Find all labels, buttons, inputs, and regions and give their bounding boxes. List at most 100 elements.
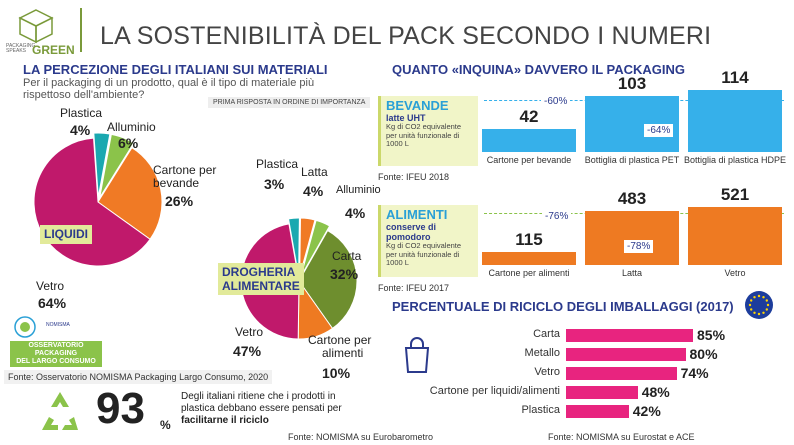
- drog-pct-cartone: 10%: [322, 365, 351, 381]
- drog-pct-vetro: 47%: [233, 343, 262, 359]
- perception-source: Fonte: Osservatorio NOMISMA Packaging La…: [4, 370, 273, 384]
- bevande-label-1: Bottiglia di plastica PET: [584, 155, 680, 165]
- recycling-label-3: Cartone per liquidi/alimenti: [429, 385, 560, 397]
- perception-question-2: rispettoso dell'ambiente?: [23, 89, 145, 101]
- stat-source: Fonte: NOMISMA su Eurobarometro: [284, 430, 438, 444]
- obs-line1: OSSERVATORIO: [28, 342, 84, 349]
- logo-green: GREEN: [32, 43, 75, 57]
- liq-label-alluminio: Alluminio: [107, 120, 156, 134]
- bevande-unit-2: per unità funzionale di: [386, 130, 460, 140]
- bevande-label-2: Bottiglia di plastica HDPE: [683, 155, 787, 165]
- liq-label-vetro: Vetro: [36, 279, 65, 293]
- alimenti-bar-1: [585, 211, 679, 265]
- liq-label-cartone-1: Cartone per: [153, 163, 217, 177]
- recycling-label-1: Metallo: [524, 347, 560, 359]
- drog-pct-latta: 4%: [303, 183, 324, 199]
- alimenti-bar-0: [482, 252, 576, 265]
- recycling-bar-4: [566, 405, 629, 418]
- bevande-box: BEVANDE latte UHT Kg di CO2 equivalente …: [378, 96, 478, 166]
- bevande-label-0: Cartone per bevande: [486, 155, 572, 165]
- bevande-unit-1: Kg di CO2 equivalente: [386, 122, 462, 131]
- alimenti-label-2: Vetro: [724, 268, 746, 278]
- recycling-value-4: 42%: [632, 403, 661, 419]
- bevande-delta-2: -64%: [644, 124, 674, 137]
- liq-pct-alluminio: 6%: [118, 135, 139, 151]
- obs-line2: PACKAGING: [34, 350, 78, 357]
- alimenti-label-1: Latta: [621, 268, 643, 278]
- liquidi-slice-alluminio: [99, 133, 135, 198]
- drogheria-slice-alluminio: [300, 219, 331, 277]
- stat-line-2: plastica debbano essere pensati per: [181, 403, 342, 414]
- drogheria-slice-latta: [299, 217, 316, 277]
- liq-label-cartone-2: bevande: [153, 176, 200, 190]
- drog-pie-name: DROGHERIA ALIMENTARE: [218, 263, 304, 295]
- recycling-source: Fonte: NOMISMA su Eurostat e ACE: [544, 430, 699, 444]
- page-title: LA SOSTENIBILITÀ DEL PACK SECONDO I NUME…: [100, 22, 712, 50]
- alimenti-source: Fonte: IFEU 2017: [378, 283, 450, 293]
- recycling-bar-3: [566, 386, 638, 399]
- logo-text-1: PACKAGING: [6, 43, 36, 49]
- recycling-bar-0: [566, 329, 693, 342]
- bevande-title: BEVANDE: [386, 98, 449, 113]
- alimenti-delta-1: -76%: [542, 210, 572, 223]
- recycle-icon: [42, 392, 78, 430]
- drog-pct-alluminio: 4%: [345, 205, 366, 221]
- perception-question-1: Per il packaging di un prodotto, qual è …: [23, 77, 315, 89]
- logo: PACKAGING SPEAKS GREEN: [6, 8, 75, 57]
- recycling-label-0: Carta: [533, 328, 560, 340]
- liq-label-plastica: Plastica: [60, 106, 103, 120]
- header-divider: [80, 8, 82, 52]
- impact-title: QUANTO «INQUINA» DAVVERO IL PACKAGING: [392, 62, 686, 77]
- bevande-bar-1: [585, 95, 679, 152]
- recycling-label-4: Plastica: [521, 404, 560, 416]
- bevande-unit-3: 1000 L: [386, 139, 409, 148]
- pie-liquidi: [33, 132, 163, 267]
- recycling-value-3: 48%: [641, 384, 670, 400]
- drog-name-2: ALIMENTARE: [222, 279, 300, 293]
- recycling-value-1: 80%: [689, 346, 718, 362]
- alimenti-value-1: 483: [617, 189, 647, 209]
- perception-title: LA PERCEZIONE DEGLI ITALIANI SUI MATERIA…: [23, 62, 328, 77]
- alimenti-label-0: Cartone per alimenti: [488, 268, 570, 278]
- observatory-logo: NOMISMA OSSERVATORIO PACKAGING DEL LARGO…: [6, 316, 106, 368]
- leaf-cube-icon: [18, 9, 54, 44]
- drog-label-plastica: Plastica: [256, 157, 299, 171]
- alimenti-title: ALIMENTI: [386, 207, 448, 222]
- bevande-bar-0: [482, 129, 576, 152]
- liquidi-slice-cartone-per-bevande: [97, 147, 163, 240]
- stat-line-1: Degli italiani ritiene che i prodotti in: [181, 391, 336, 402]
- stat-line-3: facilitarne il riciclo: [181, 415, 269, 426]
- liq-pct-vetro: 64%: [38, 295, 67, 311]
- alimenti-delta-2: -78%: [624, 240, 654, 253]
- drog-label-cartone-2: alimenti: [322, 346, 364, 360]
- liq-pie-name: LIQUIDI: [40, 225, 92, 244]
- recycle-badge-icon: [14, 316, 36, 338]
- bevande-value-2: 114: [721, 68, 749, 87]
- stat-unit: %: [160, 418, 171, 432]
- drogheria-slice-plastica: [287, 217, 300, 277]
- liq-pct-cartone: 26%: [165, 193, 194, 209]
- alimenti-box: ALIMENTI conserve di pomodoro Kg di CO2 …: [378, 205, 478, 277]
- bevande-source: Fonte: IFEU 2018: [378, 172, 450, 182]
- drog-label-alluminio: Alluminio: [336, 184, 381, 196]
- drog-name-1: DROGHERIA: [222, 265, 296, 279]
- obs-small: NOMISMA: [46, 322, 70, 328]
- bevande-delta-1: -60%: [541, 95, 571, 108]
- drog-label-vetro: Vetro: [235, 325, 264, 339]
- liq-pct-plastica: 4%: [70, 122, 91, 138]
- alimenti-sub-1: conserve di: [386, 222, 437, 232]
- alimenti-value-2: 521: [720, 185, 750, 204]
- drog-pct-carta: 32%: [330, 266, 359, 282]
- bevande-bar-2: [688, 90, 782, 152]
- recycling-value-2: 74%: [680, 365, 709, 381]
- alimenti-sub-2: pomodoro: [386, 232, 431, 242]
- logo-text-2: SPEAKS: [6, 48, 27, 54]
- drog-label-latta: Latta: [301, 165, 328, 179]
- obs-box: OSSERVATORIO PACKAGING DEL LARGO CONSUMO: [10, 341, 102, 367]
- drog-pct-plastica: 3%: [264, 176, 285, 192]
- alimenti-unit-3: 1000 L: [386, 258, 409, 267]
- alimenti-unit-1: Kg di CO2 equivalente: [386, 241, 462, 250]
- recycling-title: PERCENTUALE DI RICICLO DEGLI IMBALLAGGI …: [392, 299, 734, 314]
- bevande-sub: latte UHT: [386, 113, 426, 123]
- bevande-value-0: 42: [519, 107, 539, 127]
